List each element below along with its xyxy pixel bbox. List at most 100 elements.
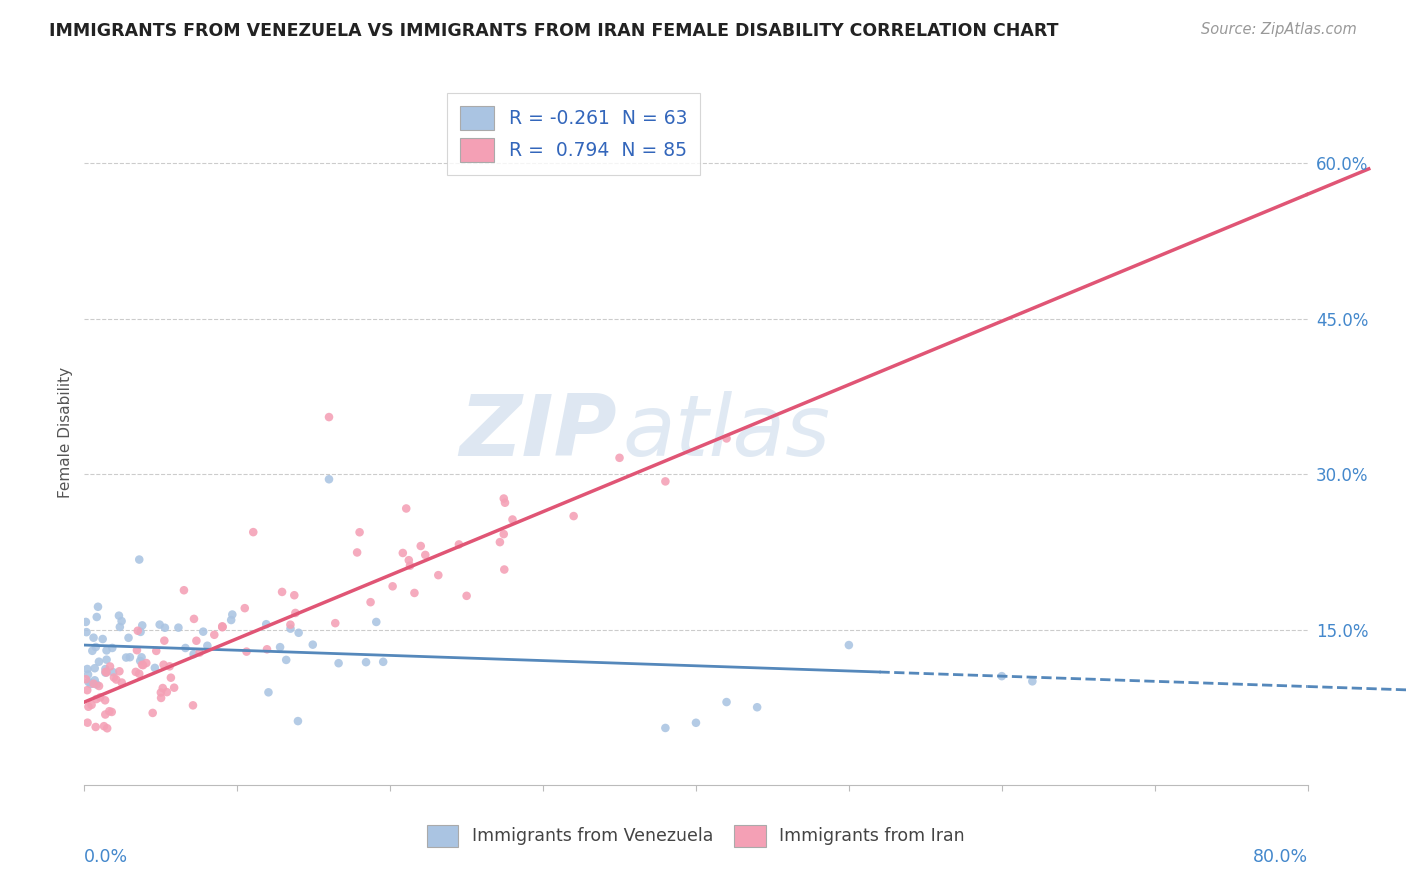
Point bbox=[838, 638, 860, 652]
Point bbox=[188, 646, 211, 660]
Point bbox=[211, 620, 233, 634]
Point bbox=[128, 552, 150, 566]
Point bbox=[94, 707, 117, 722]
Point bbox=[159, 659, 181, 673]
Point bbox=[280, 622, 302, 636]
Point bbox=[91, 632, 114, 646]
Point bbox=[96, 643, 118, 657]
Point bbox=[131, 657, 153, 672]
Point bbox=[83, 661, 105, 675]
Point bbox=[135, 656, 157, 670]
Point bbox=[149, 617, 172, 632]
Point bbox=[991, 669, 1014, 683]
Point bbox=[94, 665, 117, 679]
Text: IMMIGRANTS FROM VENEZUELA VS IMMIGRANTS FROM IRAN FEMALE DISABILITY CORRELATION : IMMIGRANTS FROM VENEZUELA VS IMMIGRANTS … bbox=[49, 22, 1059, 40]
Point bbox=[186, 633, 208, 648]
Point bbox=[398, 553, 420, 567]
Point bbox=[1021, 674, 1043, 689]
Point bbox=[381, 579, 404, 593]
Point bbox=[409, 539, 432, 553]
Point bbox=[125, 665, 148, 679]
Text: atlas: atlas bbox=[623, 391, 831, 475]
Point bbox=[183, 612, 205, 626]
Point bbox=[127, 624, 149, 638]
Point bbox=[685, 715, 707, 730]
Point bbox=[211, 619, 233, 633]
Point bbox=[489, 535, 512, 549]
Point bbox=[156, 685, 179, 699]
Point bbox=[256, 642, 278, 657]
Point bbox=[654, 475, 676, 489]
Point bbox=[83, 673, 105, 688]
Point bbox=[76, 683, 98, 698]
Point bbox=[110, 614, 132, 628]
Point bbox=[105, 673, 128, 687]
Point bbox=[152, 657, 174, 672]
Point bbox=[447, 537, 470, 551]
Point bbox=[318, 472, 340, 486]
Point bbox=[1327, 148, 1350, 162]
Point bbox=[167, 621, 190, 635]
Point bbox=[115, 650, 138, 665]
Point bbox=[132, 658, 155, 673]
Point bbox=[328, 657, 350, 671]
Point bbox=[492, 527, 515, 541]
Point bbox=[89, 690, 111, 705]
Point bbox=[118, 650, 141, 665]
Point bbox=[271, 585, 294, 599]
Point bbox=[108, 665, 131, 679]
Point bbox=[96, 665, 118, 680]
Point bbox=[87, 655, 110, 669]
Point bbox=[562, 509, 585, 524]
Point bbox=[75, 672, 97, 686]
Point bbox=[391, 546, 413, 560]
Point bbox=[492, 491, 515, 506]
Point bbox=[301, 638, 323, 652]
Point bbox=[76, 625, 98, 640]
Point bbox=[195, 639, 218, 653]
Text: ZIP: ZIP bbox=[458, 391, 616, 475]
Point bbox=[86, 610, 108, 624]
Point bbox=[373, 655, 395, 669]
Point bbox=[77, 667, 100, 681]
Point bbox=[494, 562, 516, 576]
Point bbox=[129, 654, 152, 668]
Point bbox=[257, 685, 280, 699]
Point bbox=[173, 583, 195, 598]
Point bbox=[747, 700, 769, 714]
Point bbox=[366, 615, 388, 629]
Text: 80.0%: 80.0% bbox=[1253, 848, 1308, 866]
Point bbox=[346, 545, 368, 559]
Point bbox=[101, 665, 124, 680]
Point bbox=[84, 720, 107, 734]
Point bbox=[100, 705, 122, 719]
Point bbox=[280, 617, 302, 632]
Point bbox=[654, 721, 676, 735]
Point bbox=[193, 624, 215, 639]
Point bbox=[80, 698, 103, 712]
Legend: Immigrants from Venezuela, Immigrants from Iran: Immigrants from Venezuela, Immigrants fr… bbox=[420, 818, 972, 854]
Text: 0.0%: 0.0% bbox=[84, 848, 128, 866]
Point bbox=[87, 679, 110, 693]
Point bbox=[86, 692, 108, 706]
Point bbox=[413, 548, 436, 562]
Point bbox=[427, 568, 450, 582]
Point bbox=[323, 616, 346, 631]
Point bbox=[716, 432, 738, 446]
Point bbox=[96, 721, 118, 735]
Point bbox=[94, 693, 117, 707]
Point bbox=[395, 501, 418, 516]
Point bbox=[202, 628, 225, 642]
Point bbox=[221, 607, 243, 622]
Point bbox=[117, 631, 139, 645]
Point bbox=[142, 706, 165, 720]
Point bbox=[125, 643, 148, 657]
Point bbox=[153, 633, 176, 648]
Point bbox=[254, 617, 277, 632]
Point bbox=[283, 588, 305, 602]
Point bbox=[77, 675, 100, 690]
Point bbox=[149, 685, 172, 699]
Point bbox=[79, 677, 101, 691]
Point bbox=[84, 640, 107, 654]
Point bbox=[181, 698, 204, 713]
